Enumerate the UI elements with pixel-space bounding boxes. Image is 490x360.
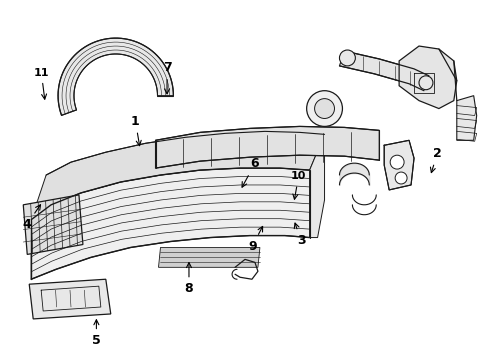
Text: 4: 4 — [23, 205, 41, 231]
Polygon shape — [158, 247, 260, 267]
Text: 2: 2 — [431, 147, 442, 172]
Circle shape — [395, 172, 407, 184]
Polygon shape — [155, 126, 379, 168]
Text: 11: 11 — [34, 68, 49, 99]
Circle shape — [307, 91, 343, 126]
Polygon shape — [31, 168, 310, 279]
Polygon shape — [29, 279, 111, 319]
Polygon shape — [457, 96, 477, 140]
Circle shape — [390, 155, 404, 169]
Text: 9: 9 — [248, 226, 263, 253]
Text: 7: 7 — [163, 61, 172, 94]
Polygon shape — [384, 140, 414, 190]
Polygon shape — [58, 38, 173, 115]
Text: 1: 1 — [131, 114, 141, 146]
Polygon shape — [340, 51, 429, 91]
Polygon shape — [399, 46, 457, 109]
Polygon shape — [310, 134, 324, 238]
Circle shape — [419, 76, 433, 90]
Text: 8: 8 — [185, 262, 193, 296]
Text: 3: 3 — [294, 223, 305, 247]
Circle shape — [315, 99, 335, 118]
Text: 10: 10 — [291, 171, 306, 199]
Polygon shape — [31, 131, 324, 220]
Text: 6: 6 — [242, 157, 259, 187]
Text: 5: 5 — [92, 320, 101, 347]
Polygon shape — [23, 195, 83, 255]
Circle shape — [340, 50, 355, 66]
